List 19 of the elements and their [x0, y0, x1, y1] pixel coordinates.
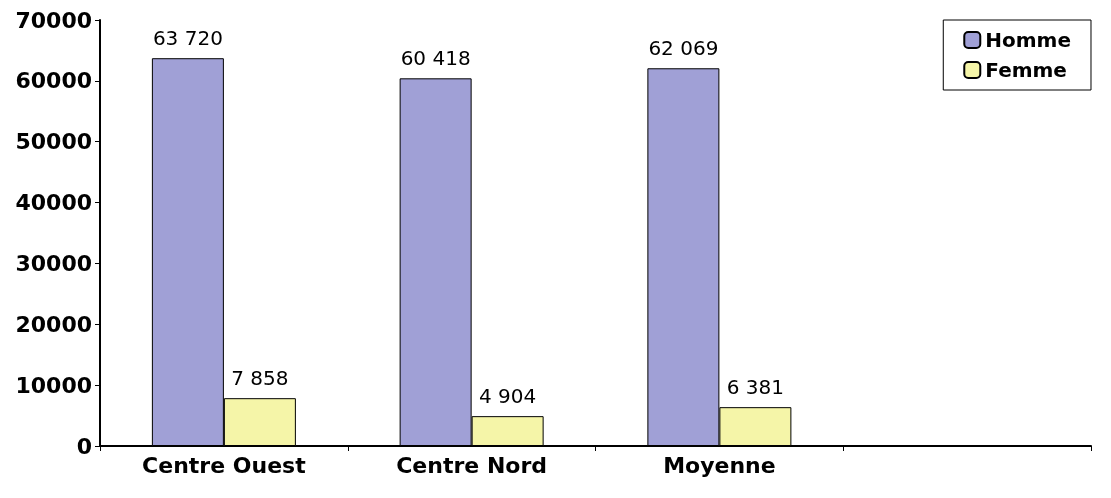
- x-tick-label: Centre Nord: [396, 452, 548, 478]
- data-label: 62 069: [648, 36, 719, 61]
- y-tick-label: 10000: [15, 372, 92, 398]
- data-label: 4 904: [478, 384, 537, 409]
- y-tick-label: 60000: [15, 68, 92, 94]
- y-tick-label: 0: [76, 433, 92, 459]
- data-label: 63 720: [152, 26, 223, 51]
- legend-label: Femme: [985, 58, 1067, 82]
- y-tick-label: 70000: [15, 7, 92, 33]
- y-tick-label: 40000: [15, 190, 92, 216]
- legend-label: Homme: [985, 28, 1072, 52]
- x-tick-label: Centre Ouest: [142, 452, 307, 478]
- y-tick-label: 30000: [15, 250, 92, 276]
- data-label: 7 858: [231, 366, 289, 391]
- data-label: 60 418: [400, 46, 471, 71]
- data-label: 6 381: [726, 375, 785, 400]
- x-tick-label: Moyenne: [663, 452, 776, 478]
- y-tick-label: 20000: [15, 311, 92, 337]
- y-tick-label: 50000: [15, 129, 92, 155]
